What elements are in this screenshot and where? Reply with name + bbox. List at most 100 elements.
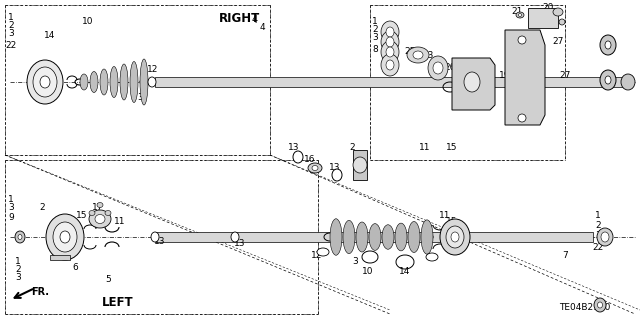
Ellipse shape — [413, 51, 423, 59]
Ellipse shape — [381, 41, 399, 63]
Text: 15: 15 — [446, 144, 458, 152]
Ellipse shape — [601, 232, 609, 242]
Ellipse shape — [559, 19, 565, 25]
Ellipse shape — [621, 74, 635, 90]
Text: 3: 3 — [8, 29, 14, 39]
Ellipse shape — [100, 69, 108, 95]
Ellipse shape — [89, 210, 111, 228]
Ellipse shape — [18, 234, 22, 240]
Ellipse shape — [440, 219, 470, 255]
Text: 1: 1 — [8, 196, 14, 204]
Text: 11: 11 — [115, 218, 125, 226]
Ellipse shape — [464, 72, 480, 92]
Text: LEFT: LEFT — [102, 295, 134, 308]
Text: 13: 13 — [154, 238, 166, 247]
Ellipse shape — [428, 56, 448, 80]
Ellipse shape — [80, 74, 88, 90]
Ellipse shape — [433, 62, 443, 74]
Text: 1: 1 — [92, 73, 98, 83]
Text: FR.: FR. — [31, 287, 49, 297]
Ellipse shape — [408, 221, 420, 253]
Ellipse shape — [130, 62, 138, 102]
Text: 1: 1 — [15, 257, 21, 266]
Text: 12: 12 — [147, 65, 159, 75]
Text: 22: 22 — [5, 41, 17, 50]
Ellipse shape — [53, 222, 77, 252]
Text: 3: 3 — [15, 273, 21, 283]
Ellipse shape — [600, 70, 616, 90]
Ellipse shape — [386, 47, 394, 57]
Ellipse shape — [386, 37, 394, 47]
Text: TE04B2100: TE04B2100 — [559, 303, 611, 313]
Bar — [353, 150, 367, 180]
Ellipse shape — [518, 36, 526, 44]
Ellipse shape — [426, 253, 438, 261]
Ellipse shape — [97, 203, 103, 207]
Text: 17: 17 — [92, 204, 104, 212]
Ellipse shape — [386, 27, 394, 37]
Text: 22: 22 — [593, 243, 604, 253]
Ellipse shape — [40, 76, 50, 88]
Text: 4: 4 — [252, 15, 258, 25]
Ellipse shape — [605, 76, 611, 84]
Text: 8: 8 — [372, 46, 378, 55]
Polygon shape — [452, 58, 495, 110]
Ellipse shape — [516, 12, 524, 18]
Bar — [468, 232, 593, 242]
Text: 13: 13 — [234, 239, 246, 248]
Ellipse shape — [231, 232, 239, 242]
Text: 23: 23 — [422, 50, 434, 60]
Bar — [50, 255, 70, 260]
Text: 15: 15 — [446, 218, 458, 226]
Bar — [528, 8, 558, 28]
Ellipse shape — [332, 169, 342, 181]
Ellipse shape — [518, 114, 526, 122]
Ellipse shape — [105, 211, 111, 216]
Text: 2: 2 — [595, 220, 601, 229]
Ellipse shape — [95, 214, 105, 224]
Ellipse shape — [598, 302, 602, 308]
Ellipse shape — [27, 60, 63, 104]
Ellipse shape — [148, 77, 156, 87]
Ellipse shape — [343, 220, 355, 254]
Text: 10: 10 — [83, 18, 93, 26]
Ellipse shape — [597, 228, 613, 246]
Ellipse shape — [421, 220, 433, 254]
Text: 7: 7 — [562, 250, 568, 259]
Text: 19: 19 — [499, 70, 511, 79]
Text: 9: 9 — [8, 213, 14, 222]
Ellipse shape — [381, 54, 399, 76]
Text: 3: 3 — [8, 204, 14, 212]
Text: 10: 10 — [362, 268, 374, 277]
Text: 4: 4 — [259, 24, 265, 33]
Text: 2: 2 — [15, 265, 21, 275]
Text: 12: 12 — [311, 250, 323, 259]
Ellipse shape — [312, 166, 318, 170]
Text: 16: 16 — [304, 155, 316, 165]
Text: 1: 1 — [595, 211, 601, 219]
Ellipse shape — [356, 222, 368, 252]
Polygon shape — [505, 30, 545, 125]
Text: 24: 24 — [458, 78, 468, 86]
Text: 27: 27 — [552, 38, 564, 47]
Ellipse shape — [317, 248, 329, 256]
Text: 3: 3 — [372, 33, 378, 42]
Bar — [468, 77, 628, 87]
Ellipse shape — [89, 211, 95, 216]
Text: 13: 13 — [288, 144, 300, 152]
Text: 14: 14 — [44, 31, 56, 40]
Ellipse shape — [33, 67, 57, 97]
Ellipse shape — [553, 8, 563, 16]
Text: 11: 11 — [439, 211, 451, 219]
Ellipse shape — [293, 151, 303, 163]
Ellipse shape — [600, 35, 616, 55]
Bar — [155, 77, 465, 87]
Text: 3: 3 — [595, 231, 601, 240]
Text: 18: 18 — [624, 78, 636, 86]
Text: 15: 15 — [76, 211, 88, 219]
Ellipse shape — [386, 60, 394, 70]
Text: 20: 20 — [542, 4, 554, 12]
Ellipse shape — [381, 21, 399, 43]
Text: 3: 3 — [137, 93, 143, 101]
Ellipse shape — [90, 71, 98, 93]
